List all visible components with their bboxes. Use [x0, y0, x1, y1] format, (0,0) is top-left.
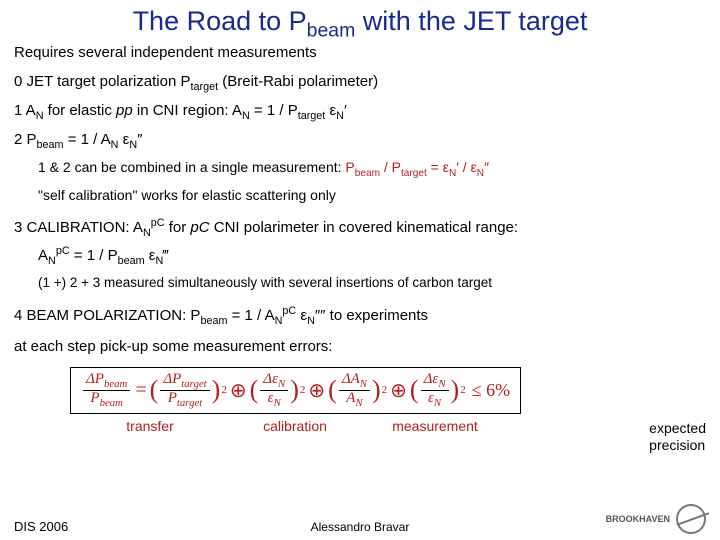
title-sub: beam — [307, 19, 356, 41]
brace-measurement: measurement — [360, 418, 510, 434]
logo-ring-icon — [676, 504, 706, 534]
line-1: 1 AN for elastic pp in CNI region: AN = … — [0, 98, 720, 127]
subtitle: Requires several independent measurement… — [0, 44, 720, 69]
title-text-a: The Road to P — [133, 6, 307, 36]
brace-transfer: transfer — [70, 418, 230, 434]
formula-box: ΔPbeam Pbeam = (ΔPtargetPtarget)2 ⊕ (ΔεN… — [70, 367, 521, 415]
brace-calibration: calibration — [230, 418, 360, 434]
line-2: 2 Pbeam = 1 / AN εN″ — [0, 127, 720, 156]
line-5: at each step pick-up some measurement er… — [0, 331, 720, 360]
indent-1: 1 & 2 can be combined in a single measur… — [0, 155, 720, 183]
line-4: 4 BEAM POLARIZATION: Pbeam = 1 / ANpC εN… — [0, 296, 720, 332]
side-note: expected precision — [649, 420, 706, 454]
indent-2: "self calibration" works for elastic sca… — [0, 183, 720, 208]
title-text-b: with the JET target — [355, 6, 587, 36]
line-3b: ANpC = 1 / Pbeam εN‴ — [0, 244, 720, 272]
footer-left: DIS 2006 — [14, 519, 68, 534]
footer-center: Alessandro Bravar — [311, 520, 410, 534]
footer: DIS 2006 Alessandro Bravar BROOKHAVEN — [0, 504, 720, 534]
slide-title: The Road to Pbeam with the JET target — [0, 0, 720, 44]
underbrace-labels: transfer calibration measurement — [0, 418, 720, 436]
line-0: 0 JET target polarization Ptarget (Breit… — [0, 69, 720, 98]
note-3: (1 +) 2 + 3 measured simultaneously with… — [0, 271, 720, 295]
formula-row: ΔPbeam Pbeam = (ΔPtargetPtarget)2 ⊕ (ΔεN… — [0, 361, 720, 419]
line-3: 3 CALIBRATION: ANpC for pC CNI polarimet… — [0, 208, 720, 244]
brookhaven-logo: BROOKHAVEN — [606, 504, 706, 534]
